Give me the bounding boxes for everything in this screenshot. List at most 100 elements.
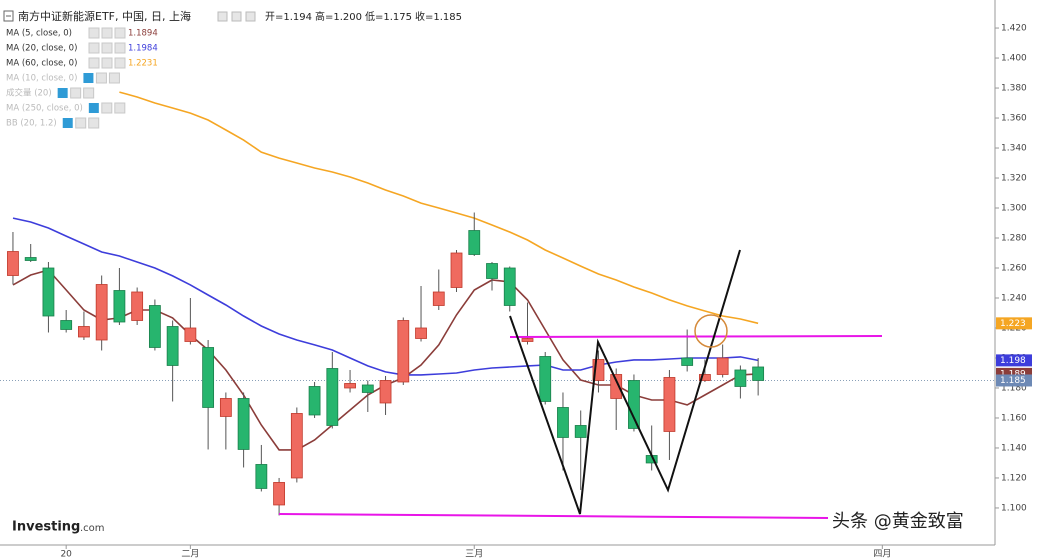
- candle-body: [326, 368, 339, 426]
- candle-body: [361, 384, 374, 393]
- y-tick-label: 1.340: [1001, 144, 1027, 154]
- candle-body: [379, 380, 392, 404]
- candle-body: [432, 291, 445, 306]
- price-tag: [996, 354, 1032, 367]
- candle-body: [450, 252, 463, 288]
- ohlc-readout: 低=1.175: [365, 10, 412, 23]
- drawings: [278, 249, 883, 519]
- candle-body: [24, 257, 37, 261]
- ma-line: [12, 217, 759, 376]
- y-tick-label: 1.120: [1001, 473, 1027, 483]
- x-tick-label: 20: [60, 550, 72, 560]
- legend-icon[interactable]: [88, 57, 100, 69]
- candle-body: [308, 386, 321, 416]
- legend-icon[interactable]: [75, 117, 87, 129]
- candle-body: [78, 326, 90, 338]
- candle-body: [42, 267, 55, 317]
- candle-body: [716, 357, 729, 375]
- candle-body: [468, 230, 481, 255]
- legend-name: MA (60, close, 0): [6, 59, 77, 69]
- candle-body: [415, 327, 427, 339]
- candle-body: [202, 347, 215, 408]
- legend-eye[interactable]: [57, 88, 68, 98]
- legend-icon[interactable]: [70, 87, 82, 99]
- legend-icon[interactable]: [231, 11, 242, 22]
- collapse-icon[interactable]: [3, 10, 14, 22]
- y-tick-label: 1.100: [1001, 503, 1027, 513]
- candle-body: [273, 482, 285, 506]
- legend-eye[interactable]: [88, 103, 99, 113]
- legend-icon[interactable]: [101, 57, 113, 69]
- y-tick-label: 1.420: [1001, 24, 1027, 34]
- legend-icon[interactable]: [88, 27, 100, 39]
- candle-body: [131, 291, 144, 321]
- y-tick-label: 1.140: [1001, 443, 1027, 453]
- legend-icon[interactable]: [101, 27, 113, 39]
- legend-icon[interactable]: [114, 102, 126, 114]
- legend-eye[interactable]: [83, 73, 94, 83]
- candle-body: [95, 284, 108, 341]
- legend-icon[interactable]: [88, 42, 100, 54]
- watermark: 头条 @黄金致富: [832, 511, 964, 532]
- legend-icon[interactable]: [83, 87, 95, 99]
- y-tick-label: 1.300: [1001, 204, 1027, 214]
- ma-line: [119, 91, 759, 325]
- candle-body: [486, 263, 498, 279]
- candle-body: [521, 338, 534, 342]
- legend-icon[interactable]: [245, 11, 256, 22]
- legend-icon[interactable]: [101, 102, 113, 114]
- candle-body: [681, 357, 694, 366]
- legend-icon[interactable]: [114, 57, 126, 69]
- candle-body: [503, 267, 516, 306]
- x-tick-label: 二月: [181, 549, 199, 560]
- ohlc-readout: 高=1.200: [315, 10, 362, 23]
- ohlc-readout: 收=1.185: [415, 10, 462, 23]
- legend-hidden: BB (20, 1.2): [6, 119, 57, 129]
- legend-name: MA (20, close, 0): [6, 44, 77, 54]
- legend-icon[interactable]: [217, 11, 228, 22]
- candle-body: [574, 425, 587, 438]
- y-tick-label: 1.400: [1001, 54, 1027, 64]
- highlight-circle: [694, 314, 728, 348]
- legend-hidden: MA (250, close, 0): [6, 104, 83, 114]
- y-tick-label: 1.280: [1001, 234, 1027, 244]
- candle-body: [628, 380, 640, 429]
- legend-value: 1.1894: [128, 29, 158, 39]
- y-tick-label: 1.160: [1001, 413, 1027, 423]
- price-tag: [996, 317, 1032, 330]
- legend-hidden: 成交量 (20): [6, 88, 52, 99]
- plot-area: [0, 91, 995, 516]
- candle-body: [237, 398, 250, 450]
- logo: Investing: [12, 520, 80, 535]
- y-tick-label: 1.260: [1001, 264, 1027, 274]
- legend-icon[interactable]: [114, 42, 126, 54]
- legend-icon[interactable]: [88, 117, 100, 129]
- candle-body: [113, 290, 126, 323]
- price-tag-label: 1.189: [1000, 369, 1026, 379]
- candle-body: [344, 383, 356, 389]
- legend: 南方中证新能源ETF, 中国, 日, 上海 开=1.194 高=1.200 低=1.…: [3, 9, 462, 129]
- x-tick-label: 三月: [465, 549, 483, 560]
- candle-body: [184, 327, 197, 342]
- y-tick-label: 1.240: [1001, 293, 1027, 303]
- candle-body: [255, 464, 268, 489]
- legend-icon[interactable]: [108, 72, 120, 84]
- candle-body: [592, 359, 605, 381]
- candle-body: [60, 320, 73, 330]
- legend-icon[interactable]: [95, 72, 107, 84]
- price-tag-label: 1.223: [1000, 319, 1026, 329]
- legend-value: 1.2231: [128, 59, 158, 69]
- y-tick-label: 1.360: [1001, 114, 1027, 124]
- candle-body: [166, 326, 179, 366]
- legend-icon[interactable]: [114, 27, 126, 39]
- candle-body: [148, 305, 161, 348]
- zigzag-line: [509, 249, 741, 515]
- candle-body: [7, 251, 19, 276]
- legend-eye[interactable]: [62, 118, 73, 128]
- legend-value: 1.1984: [128, 44, 158, 54]
- legend-icon[interactable]: [101, 42, 113, 54]
- candle-body: [734, 369, 747, 387]
